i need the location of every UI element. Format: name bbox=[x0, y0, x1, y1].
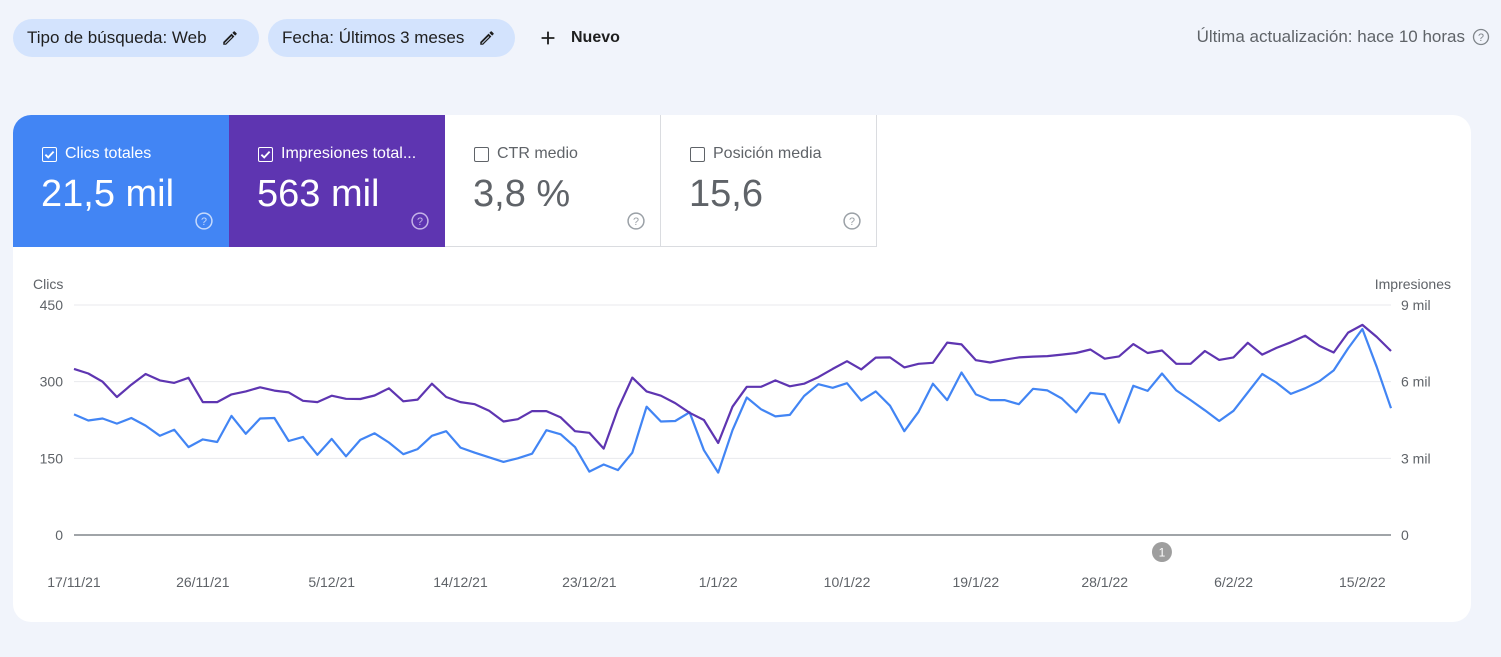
add-filter-label: Nuevo bbox=[571, 29, 620, 46]
add-filter-button[interactable]: Nuevo bbox=[537, 24, 620, 52]
right-tick-label: 0 bbox=[1401, 527, 1409, 543]
last-update-text: Última actualización: hace 10 horas bbox=[1196, 27, 1465, 46]
svg-text:?: ? bbox=[849, 216, 855, 228]
metric-ctr-label: CTR medio bbox=[497, 145, 578, 162]
checkbox-unchecked-icon[interactable] bbox=[690, 146, 705, 162]
x-tick-label: 23/12/21 bbox=[562, 574, 617, 590]
help-icon[interactable]: ? bbox=[1471, 27, 1491, 47]
x-tick-label: 17/11/21 bbox=[47, 574, 101, 590]
search-type-filter-label: Tipo de búsqueda: Web bbox=[27, 28, 207, 47]
svg-text:?: ? bbox=[633, 216, 639, 228]
x-tick-label: 5/12/21 bbox=[308, 574, 355, 590]
help-icon[interactable]: ? bbox=[194, 211, 214, 231]
annotation-marker bbox=[1151, 542, 1172, 562]
help-icon[interactable]: ? bbox=[626, 211, 646, 231]
x-tick-label: 28/1/22 bbox=[1081, 574, 1128, 590]
metric-total-impressions[interactable]: Impresiones total... 563 mil ? bbox=[229, 115, 445, 247]
metric-impressions-value: 563 mil bbox=[257, 173, 380, 215]
right-tick-label: 3 mil bbox=[1401, 450, 1431, 466]
help-icon[interactable]: ? bbox=[410, 211, 430, 231]
impressions-series-line bbox=[73, 323, 1392, 450]
metric-total-clicks[interactable]: Clics totales 21,5 mil ? bbox=[13, 115, 229, 247]
metric-impressions-label: Impresiones total... bbox=[281, 145, 417, 162]
checkbox-checked-icon[interactable] bbox=[42, 146, 57, 162]
performance-card: Clics totales 21,5 mil ? Impresiones tot… bbox=[13, 115, 1471, 622]
svg-text:?: ? bbox=[201, 216, 207, 228]
help-icon[interactable]: ? bbox=[842, 211, 862, 231]
metric-ctr-value: 3,8 % bbox=[473, 173, 571, 215]
svg-text:?: ? bbox=[417, 216, 423, 228]
pencil-icon bbox=[222, 31, 237, 45]
left-tick-label: 150 bbox=[40, 450, 64, 466]
metric-position-value: 15,6 bbox=[689, 173, 763, 215]
metric-average-ctr[interactable]: CTR medio 3,8 % ? bbox=[445, 115, 661, 247]
pencil-icon bbox=[480, 31, 495, 45]
x-tick-label: 1/1/22 bbox=[699, 574, 738, 590]
x-tick-label: 14/12/21 bbox=[433, 574, 488, 590]
checkbox-unchecked-icon[interactable] bbox=[474, 146, 489, 162]
performance-chart: Clics Impresiones 450 9 mil 300 6 mil 150 3 mil… bbox=[33, 276, 1451, 590]
clicks-series-line bbox=[73, 327, 1393, 474]
search-type-filter-chip[interactable]: Tipo de búsqueda: Web bbox=[13, 19, 259, 57]
x-tick-label: 10/1/22 bbox=[824, 574, 871, 590]
left-tick-label: 0 bbox=[55, 527, 63, 543]
right-tick-label: 9 mil bbox=[1401, 297, 1431, 313]
x-tick-label: 15/2/22 bbox=[1339, 574, 1386, 590]
x-tick-label: 26/11/21 bbox=[176, 574, 230, 590]
left-tick-label: 450 bbox=[40, 297, 64, 313]
metric-average-position[interactable]: Posición media 15,6 ? bbox=[661, 115, 877, 247]
last-update-status: Última actualización: hace 10 horas ? bbox=[1197, 27, 1491, 47]
x-tick-label: 19/1/22 bbox=[952, 574, 999, 590]
date-filter-label: Fecha: Últimos 3 meses bbox=[282, 28, 465, 47]
checkbox-checked-icon[interactable] bbox=[258, 146, 273, 162]
plus-icon bbox=[541, 31, 555, 45]
metric-clicks-label: Clics totales bbox=[65, 145, 152, 162]
metric-clicks-value: 21,5 mil bbox=[41, 173, 175, 215]
metric-position-label: Posición media bbox=[713, 145, 822, 162]
annotation-label: 1 bbox=[1159, 546, 1166, 560]
right-tick-label: 6 mil bbox=[1401, 374, 1431, 390]
date-filter-chip[interactable]: Fecha: Últimos 3 meses bbox=[268, 19, 515, 57]
svg-text:?: ? bbox=[1478, 32, 1484, 44]
x-tick-label: 6/2/22 bbox=[1214, 574, 1253, 590]
right-axis-title: Impresiones bbox=[1375, 276, 1451, 292]
left-tick-label: 300 bbox=[40, 374, 64, 390]
left-axis-title: Clics bbox=[33, 276, 63, 292]
